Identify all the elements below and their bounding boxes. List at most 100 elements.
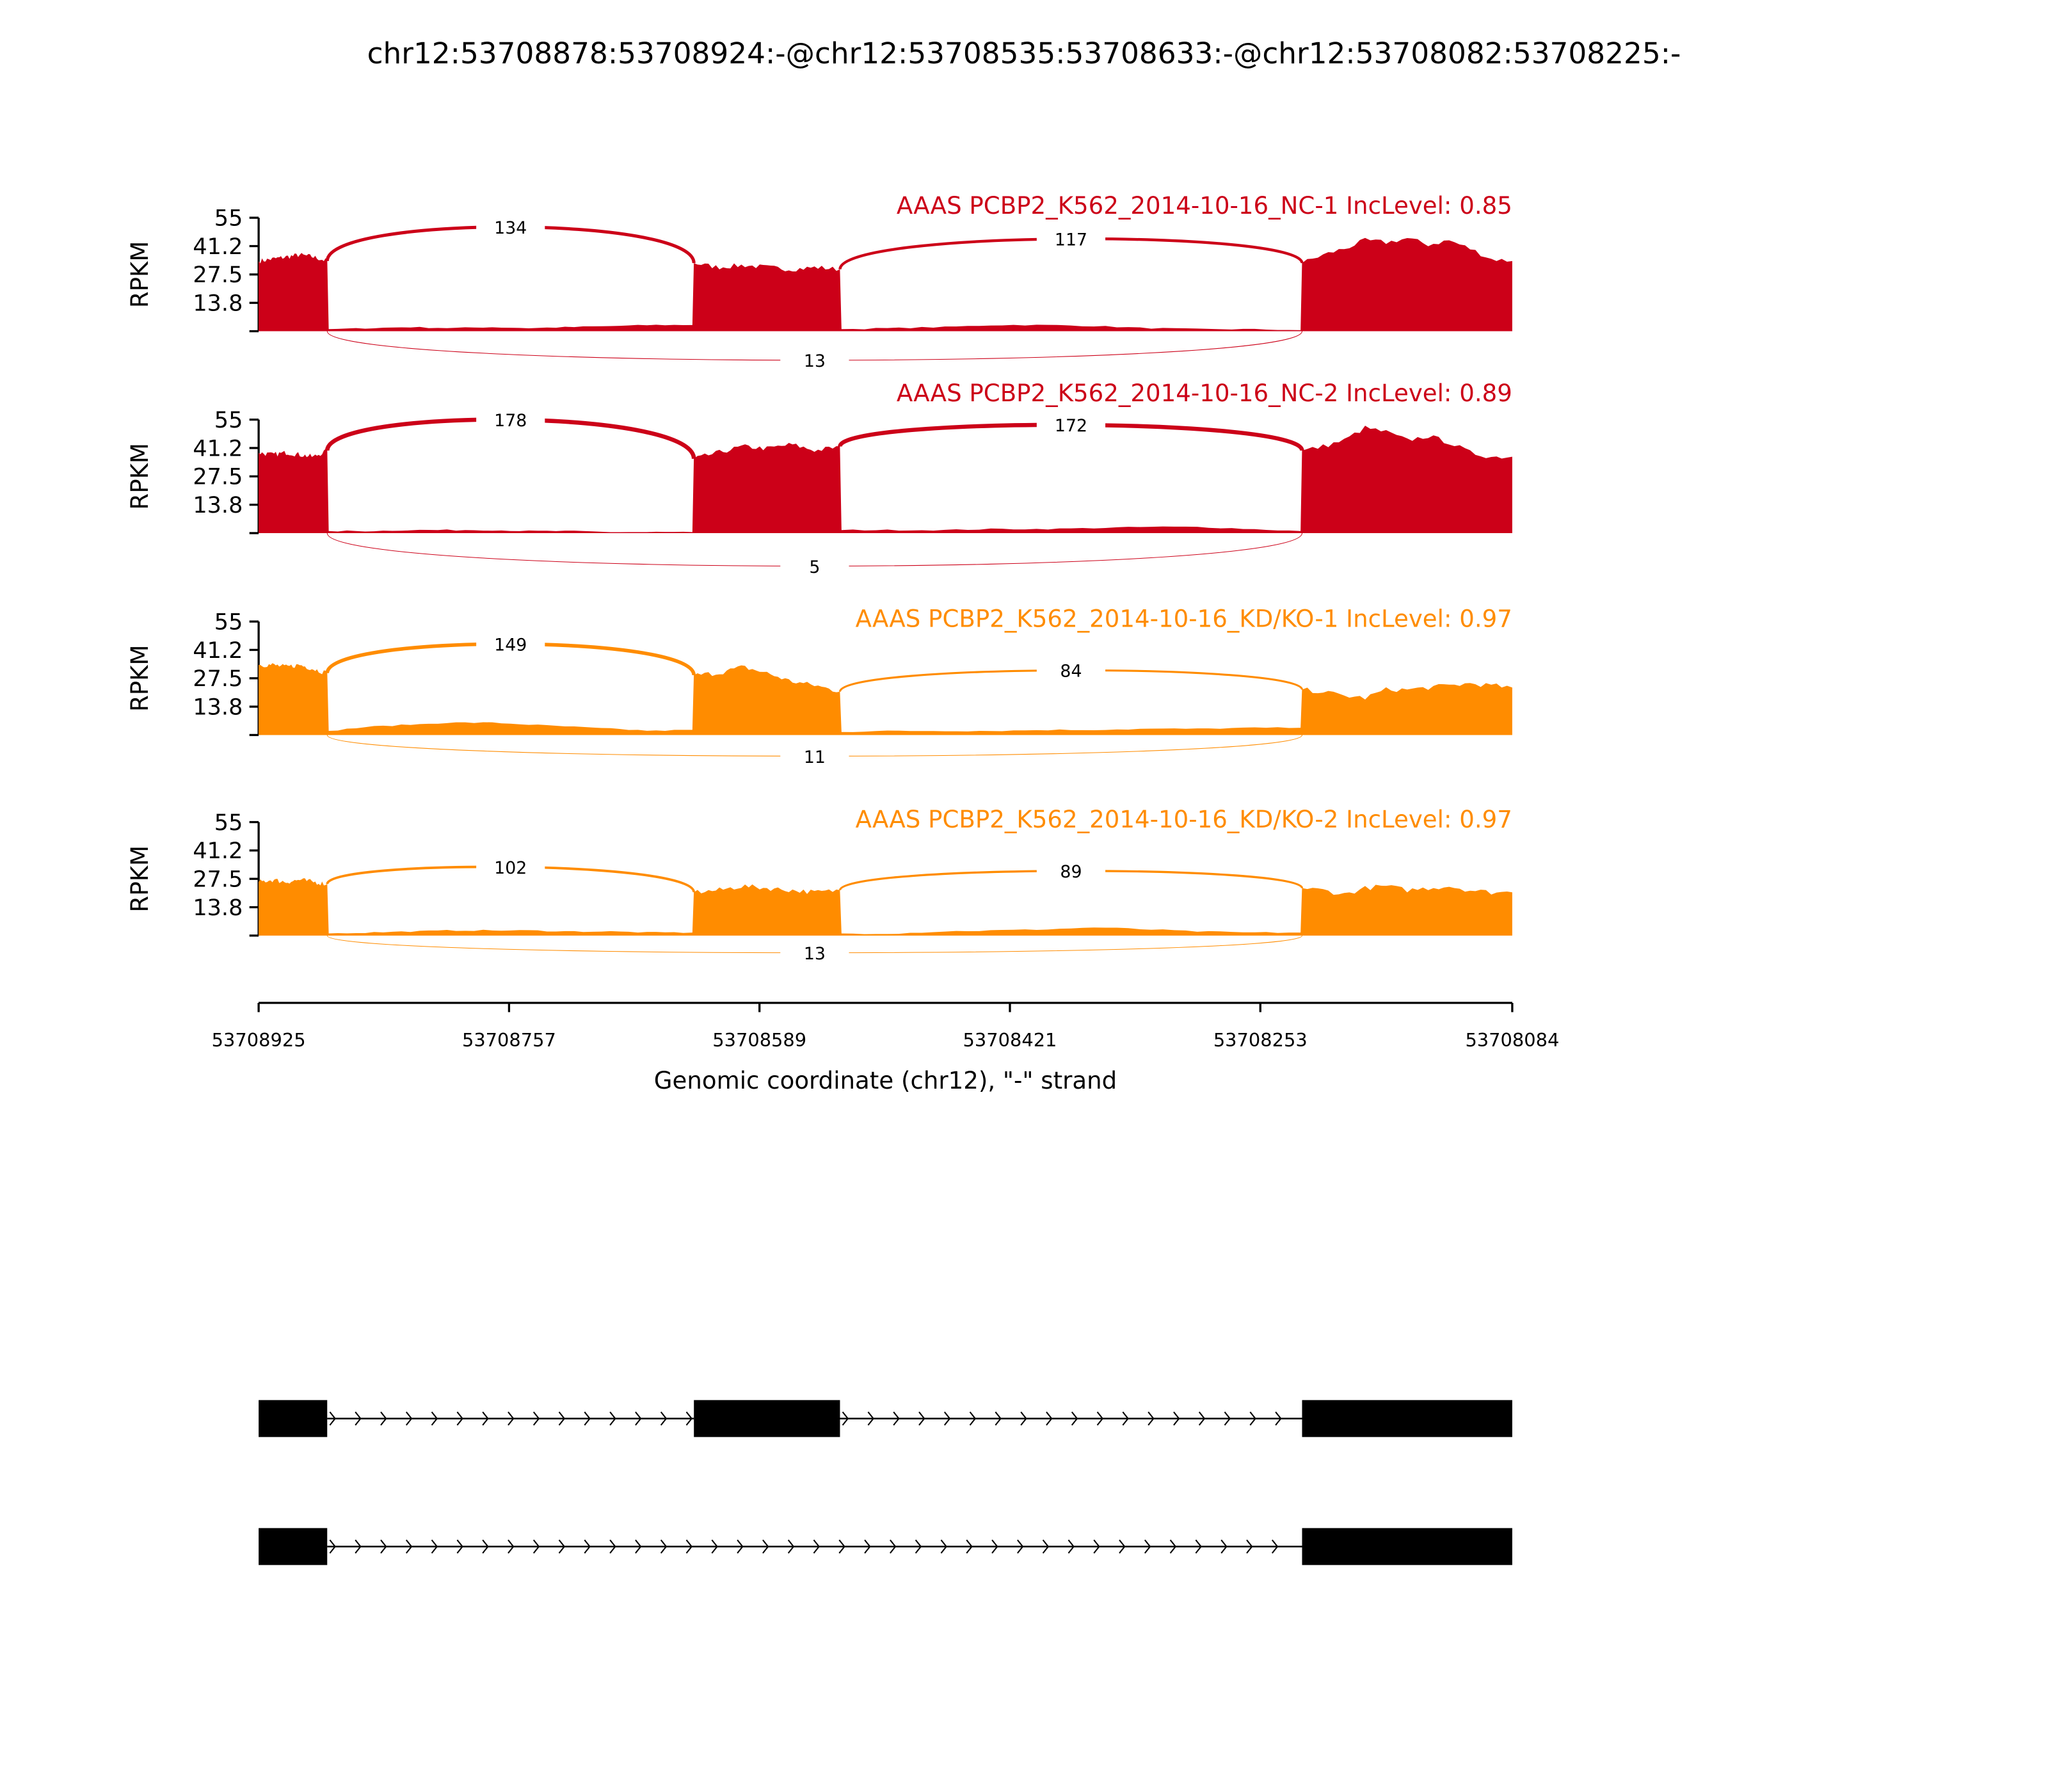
y-tick-label: 41.2 [193,838,243,864]
y-tick-label: 41.2 [193,234,243,260]
strand-chevron-icon [355,1539,362,1554]
coverage-area [259,878,1512,936]
junction-label-bg [476,630,545,657]
y-tick-label: 13.8 [193,895,243,921]
y-axis-label: RPKM [126,645,154,712]
strand-chevron-icon [482,1539,489,1554]
y-tick-label: 27.5 [193,464,243,490]
strand-chevron-icon [1169,1539,1177,1554]
exon-block [1302,1400,1512,1437]
junction-label-bg [780,347,849,374]
strand-chevron-icon [1017,1539,1024,1554]
strand-chevron-icon [1271,1539,1279,1554]
strand-chevron-icon [1068,1539,1075,1554]
exon-block [259,1528,328,1565]
strand-chevron-icon [380,1411,387,1426]
strand-chevron-icon [1275,1411,1282,1426]
junction-label-bg [1036,858,1106,884]
y-tick-label: 13.8 [193,694,243,720]
strand-chevron-icon [660,1411,668,1426]
strand-chevron-icon [456,1539,463,1554]
strand-chevron-icon [355,1411,362,1426]
strand-chevron-icon [1148,1411,1155,1426]
junction-count-label: 5 [809,557,820,577]
y-tick-label: 27.5 [193,666,243,692]
y-axis-label: RPKM [126,241,154,308]
strand-chevron-icon [609,1411,616,1426]
junction-count-label: 117 [1055,230,1087,250]
y-tick-label: 41.2 [193,637,243,664]
strand-chevron-icon [405,1411,413,1426]
y-tick-label: 55 [214,205,243,232]
y-tick-label: 27.5 [193,262,243,288]
junction-label-bg [476,214,545,241]
y-axis-label: RPKM [126,443,154,510]
strand-chevron-icon [787,1539,795,1554]
strand-chevron-icon [838,1539,845,1554]
strand-chevron-icon [532,1539,540,1554]
junction-count-label: 102 [494,858,527,878]
strand-chevron-icon [635,1539,642,1554]
strand-chevron-icon [943,1411,951,1426]
junction-count-label: 172 [1055,416,1087,436]
strand-chevron-icon [813,1539,820,1554]
strand-chevron-icon [893,1411,900,1426]
strand-chevron-icon [991,1539,998,1554]
y-axis-label: RPKM [126,845,154,913]
junction-label-bg [780,552,849,580]
strand-chevron-icon [918,1411,925,1426]
strand-chevron-icon [1249,1411,1256,1426]
junction-count-label: 13 [804,351,826,371]
junction-count-label: 84 [1060,662,1082,682]
strand-chevron-icon [1122,1411,1129,1426]
x-tick-label: 53708421 [963,1029,1057,1051]
strand-chevron-icon [1224,1411,1231,1426]
strand-chevron-icon [1093,1539,1100,1554]
junction-label-bg [476,854,545,881]
strand-chevron-icon [584,1539,591,1554]
strand-chevron-icon [1198,1411,1206,1426]
x-tick-label: 53708084 [1465,1029,1559,1051]
strand-chevron-icon [940,1539,948,1554]
junction-label-bg [780,742,849,770]
coverage-area [259,663,1512,735]
strand-chevron-icon [1096,1411,1104,1426]
strand-chevron-icon [584,1411,591,1426]
exon-block [694,1400,840,1437]
strand-chevron-icon [405,1539,413,1554]
sample-title: AAAS PCBP2_K562_2014-10-16_NC-1 IncLevel… [897,192,1512,220]
y-tick-label: 55 [214,810,243,836]
strand-chevron-icon [966,1539,973,1554]
strand-chevron-icon [329,1411,336,1426]
junction-count-label: 178 [494,411,527,431]
strand-chevron-icon [1220,1539,1228,1554]
y-tick-label: 55 [214,407,243,433]
strand-chevron-icon [737,1539,744,1554]
gene-model [259,1400,1512,1565]
strand-chevron-icon [532,1411,540,1426]
strand-chevron-icon [431,1411,438,1426]
strand-chevron-icon [635,1411,642,1426]
junction-count-label: 149 [494,635,527,655]
strand-chevron-icon [867,1411,874,1426]
y-tick-label: 27.5 [193,867,243,893]
strand-chevron-icon [508,1411,515,1426]
junction-label-bg [476,406,545,433]
strand-chevron-icon [1246,1539,1253,1554]
strand-chevron-icon [1046,1411,1053,1426]
strand-chevron-icon [995,1411,1002,1426]
strand-chevron-icon [508,1539,515,1554]
strand-chevron-icon [969,1411,977,1426]
x-tick-label: 53708757 [462,1029,556,1051]
x-tick-label: 53708589 [712,1029,806,1051]
strand-chevron-icon [890,1539,897,1554]
junction-count-label: 134 [494,218,527,238]
junction-label-bg [780,940,849,966]
transcript [259,1400,1512,1437]
transcript [259,1528,1512,1565]
strand-chevron-icon [1119,1539,1126,1554]
